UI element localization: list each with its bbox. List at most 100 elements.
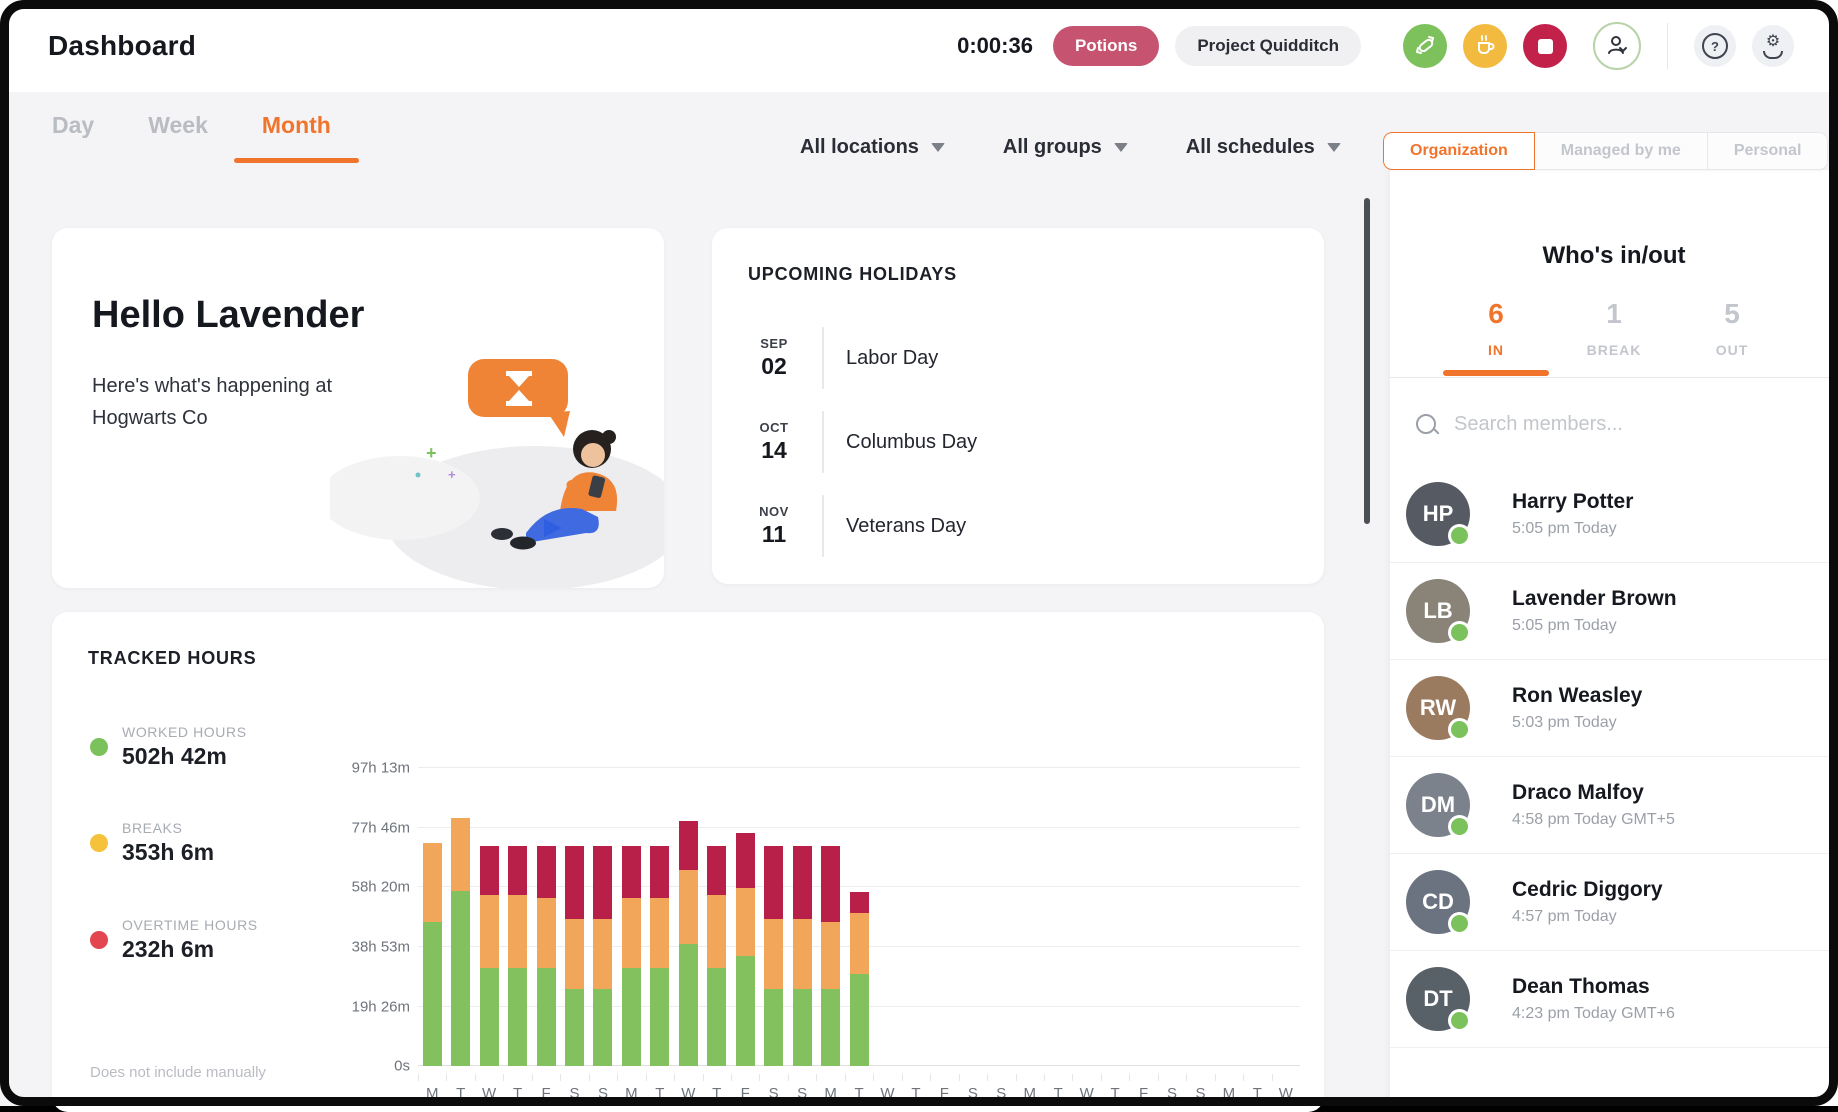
x-tick-label: S xyxy=(759,1074,787,1102)
member-avatar: CD xyxy=(1406,870,1471,935)
stacked-bar xyxy=(536,845,556,1066)
main-scrollbar-thumb[interactable] xyxy=(1364,198,1370,524)
x-tick-label: M xyxy=(816,1074,844,1102)
scope-option-managed-by-me[interactable]: Managed by me xyxy=(1534,132,1708,170)
settings-button[interactable]: ⚙ xyxy=(1752,25,1794,67)
x-tick-label: W xyxy=(1271,1074,1300,1102)
chart-plot xyxy=(418,758,1300,1066)
whos-tab-count: 1 xyxy=(1606,298,1622,329)
filter-dropdown-groups[interactable]: All groups xyxy=(1003,136,1128,159)
whos-tab-break[interactable]: 1 BREAK xyxy=(1555,298,1673,376)
legend-label: BREAKS xyxy=(122,820,183,836)
tab-day[interactable]: Day xyxy=(52,112,95,138)
x-tick-label: F xyxy=(930,1074,958,1102)
member-avatar: DM xyxy=(1406,773,1471,838)
svg-text:+: + xyxy=(426,443,437,463)
y-tick-label: 0s xyxy=(394,1057,410,1075)
chevron-down-icon xyxy=(930,143,945,152)
member-row[interactable]: DM Draco Malfoy 4:58 pm Today GMT+5 xyxy=(1390,757,1838,854)
chart-day-column xyxy=(1158,758,1186,1066)
greeting-title: Hello Lavender xyxy=(92,294,365,336)
stacked-bar xyxy=(764,845,784,1066)
bar-segment-worked-hours xyxy=(593,989,613,1066)
holiday-name: Columbus Day xyxy=(846,430,978,453)
x-tick-label: F xyxy=(1129,1074,1157,1102)
member-status-dot xyxy=(1448,912,1471,935)
user-menu-button[interactable] xyxy=(1593,22,1641,70)
person-chevron-icon xyxy=(1603,31,1631,62)
member-row[interactable]: HP Harry Potter 5:05 pm Today xyxy=(1390,466,1838,563)
top-header: Dashboard 0:00:36 Potions Project Quiddi… xyxy=(0,0,1838,92)
chevron-down-icon xyxy=(1326,143,1341,152)
break-button[interactable] xyxy=(1463,24,1507,68)
help-button[interactable]: ? xyxy=(1694,25,1736,67)
stacked-bar xyxy=(422,842,442,1066)
x-tick-label: T xyxy=(645,1074,674,1102)
scope-option-organization[interactable]: Organization xyxy=(1383,132,1535,170)
member-row[interactable]: LB Lavender Brown 5:05 pm Today xyxy=(1390,563,1838,660)
stacked-bar xyxy=(593,845,613,1066)
bar-segment-breaks xyxy=(707,894,727,969)
y-tick-label: 19h 26m xyxy=(351,998,410,1015)
bar-segment-worked-hours xyxy=(821,989,841,1066)
bar-segment-breaks xyxy=(451,818,471,892)
whos-tab-label: IN xyxy=(1488,342,1504,358)
member-name: Cedric Diggory xyxy=(1512,878,1663,901)
bar-segment-worked-hours xyxy=(536,968,556,1066)
coffee-cup-icon xyxy=(1473,33,1497,60)
filter-dropdown-locations[interactable]: All locations xyxy=(800,136,945,159)
filter-dropdown-schedules[interactable]: All schedules xyxy=(1186,136,1341,159)
tab-month[interactable]: Month xyxy=(233,112,359,163)
x-tick-label: W xyxy=(873,1074,901,1102)
bar-segment-overtime-hours xyxy=(593,845,613,920)
tracked-hours-title: TRACKED HOURS xyxy=(88,648,257,668)
x-tick-label: S xyxy=(588,1074,617,1102)
bar-segment-breaks xyxy=(621,897,641,969)
bar-segment-breaks xyxy=(821,922,841,990)
view-tabs: Day Week Month xyxy=(52,112,359,163)
tab-week[interactable]: Week xyxy=(148,112,208,138)
stop-icon xyxy=(1537,38,1553,54)
chart-day-column xyxy=(617,758,645,1066)
chart-day-column xyxy=(759,758,787,1066)
timer-readout: 0:00:36 xyxy=(957,33,1033,58)
whos-tab-in[interactable]: 6 IN xyxy=(1437,298,1555,376)
bar-segment-overtime-hours xyxy=(849,891,869,913)
member-row[interactable]: CD Cedric Diggory 4:57 pm Today xyxy=(1390,854,1838,951)
holiday-name: Labor Day xyxy=(846,346,939,369)
search-members-input[interactable] xyxy=(1452,411,1812,437)
member-avatar: HP xyxy=(1406,482,1471,547)
y-tick-label: 38h 53m xyxy=(351,938,410,956)
project-pill[interactable]: Project Quidditch xyxy=(1175,26,1361,66)
bar-segment-overtime-hours xyxy=(792,845,812,920)
stacked-bar xyxy=(479,845,499,1066)
member-info: Cedric Diggory 4:57 pm Today xyxy=(1512,878,1663,926)
bar-segment-overtime-hours xyxy=(508,845,528,895)
stop-timer-button[interactable] xyxy=(1523,24,1567,68)
legend-label: WORKED HOURS xyxy=(122,724,247,740)
greeting-subtitle: Here's what's happening at Hogwarts Co xyxy=(92,375,333,429)
scope-option-personal[interactable]: Personal xyxy=(1707,132,1829,170)
bar-segment-worked-hours xyxy=(849,974,869,1066)
activity-pill[interactable]: Potions xyxy=(1052,26,1160,66)
gear-hand-icon: ⚙ xyxy=(1763,33,1783,59)
svg-text:+: + xyxy=(448,467,456,482)
bar-segment-overtime-hours xyxy=(764,845,784,920)
stacked-bar xyxy=(650,845,670,1066)
holiday-day: 14 xyxy=(761,437,787,463)
bar-segment-worked-hours xyxy=(735,955,755,1066)
member-name: Lavender Brown xyxy=(1512,587,1677,610)
whos-tab-out[interactable]: 5 OUT xyxy=(1673,298,1791,376)
stacked-bar xyxy=(792,845,812,1066)
stacked-bar xyxy=(849,891,869,1066)
member-row[interactable]: RW Ron Weasley 5:03 pm Today xyxy=(1390,660,1838,757)
member-row[interactable]: DT Dean Thomas 4:23 pm Today GMT+6 xyxy=(1390,951,1838,1048)
x-tick-label: T xyxy=(446,1074,474,1102)
x-tick-label: M xyxy=(1214,1074,1243,1102)
bar-segment-worked-hours xyxy=(792,989,812,1066)
chart-day-column xyxy=(589,758,617,1066)
switch-activity-button[interactable] xyxy=(1403,24,1447,68)
gridline xyxy=(418,886,1300,888)
holiday-month: SEP xyxy=(760,336,788,351)
x-tick-label: M xyxy=(1015,1074,1044,1102)
